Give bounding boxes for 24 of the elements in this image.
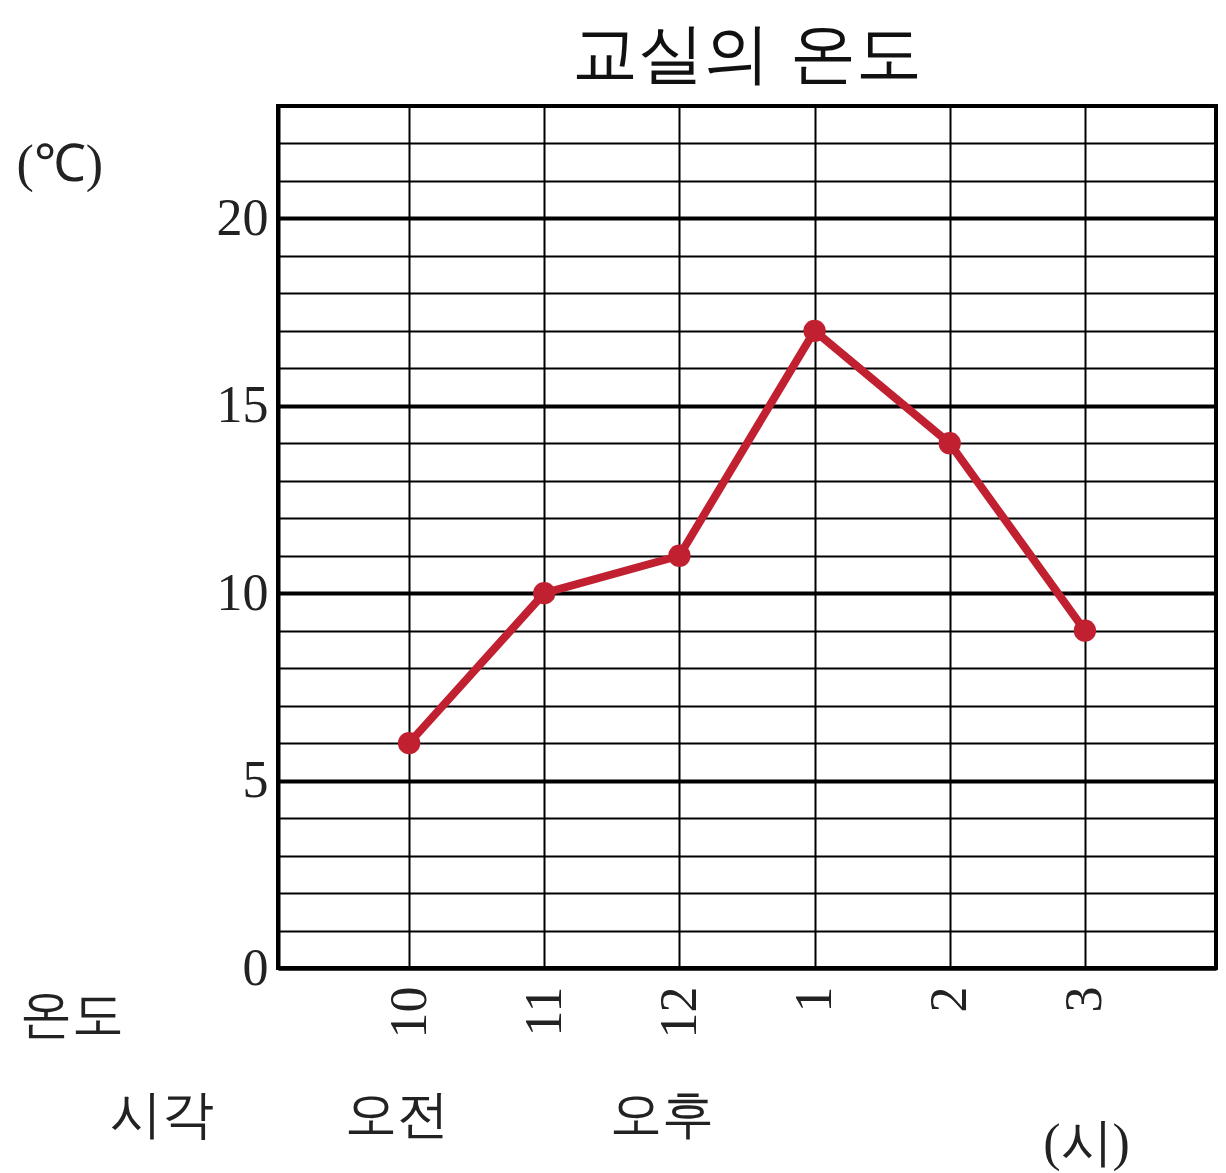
x-tick-label: 11 (514, 986, 572, 1037)
point (938, 432, 961, 455)
chart-title: 교실의 온도 (571, 15, 923, 92)
y-tick-label: 0 (242, 938, 269, 996)
x-tick-label: 2 (920, 986, 978, 1013)
x-tick-label: 10 (379, 986, 437, 1039)
point (803, 319, 826, 343)
point (1073, 619, 1097, 642)
point (668, 544, 691, 567)
text: 오전 (345, 1083, 449, 1146)
x-tick-label: 12 (649, 986, 707, 1039)
y-tick-label: 10 (216, 563, 269, 621)
y-axis-title: (℃) (16, 134, 104, 193)
x-tick-label: 3 (1055, 986, 1113, 1013)
y-tick-label: 20 (216, 188, 269, 246)
point (397, 731, 421, 755)
y-tick-label: 5 (242, 751, 269, 809)
text: 온도 (20, 983, 124, 1046)
x-tick-label: 1 (785, 986, 843, 1013)
text: 시각 (110, 1083, 214, 1146)
point (533, 582, 556, 605)
x-axis-title: (시) (1043, 1113, 1130, 1172)
text: 오후 (610, 1083, 714, 1146)
y-tick-label: 15 (216, 376, 269, 434)
